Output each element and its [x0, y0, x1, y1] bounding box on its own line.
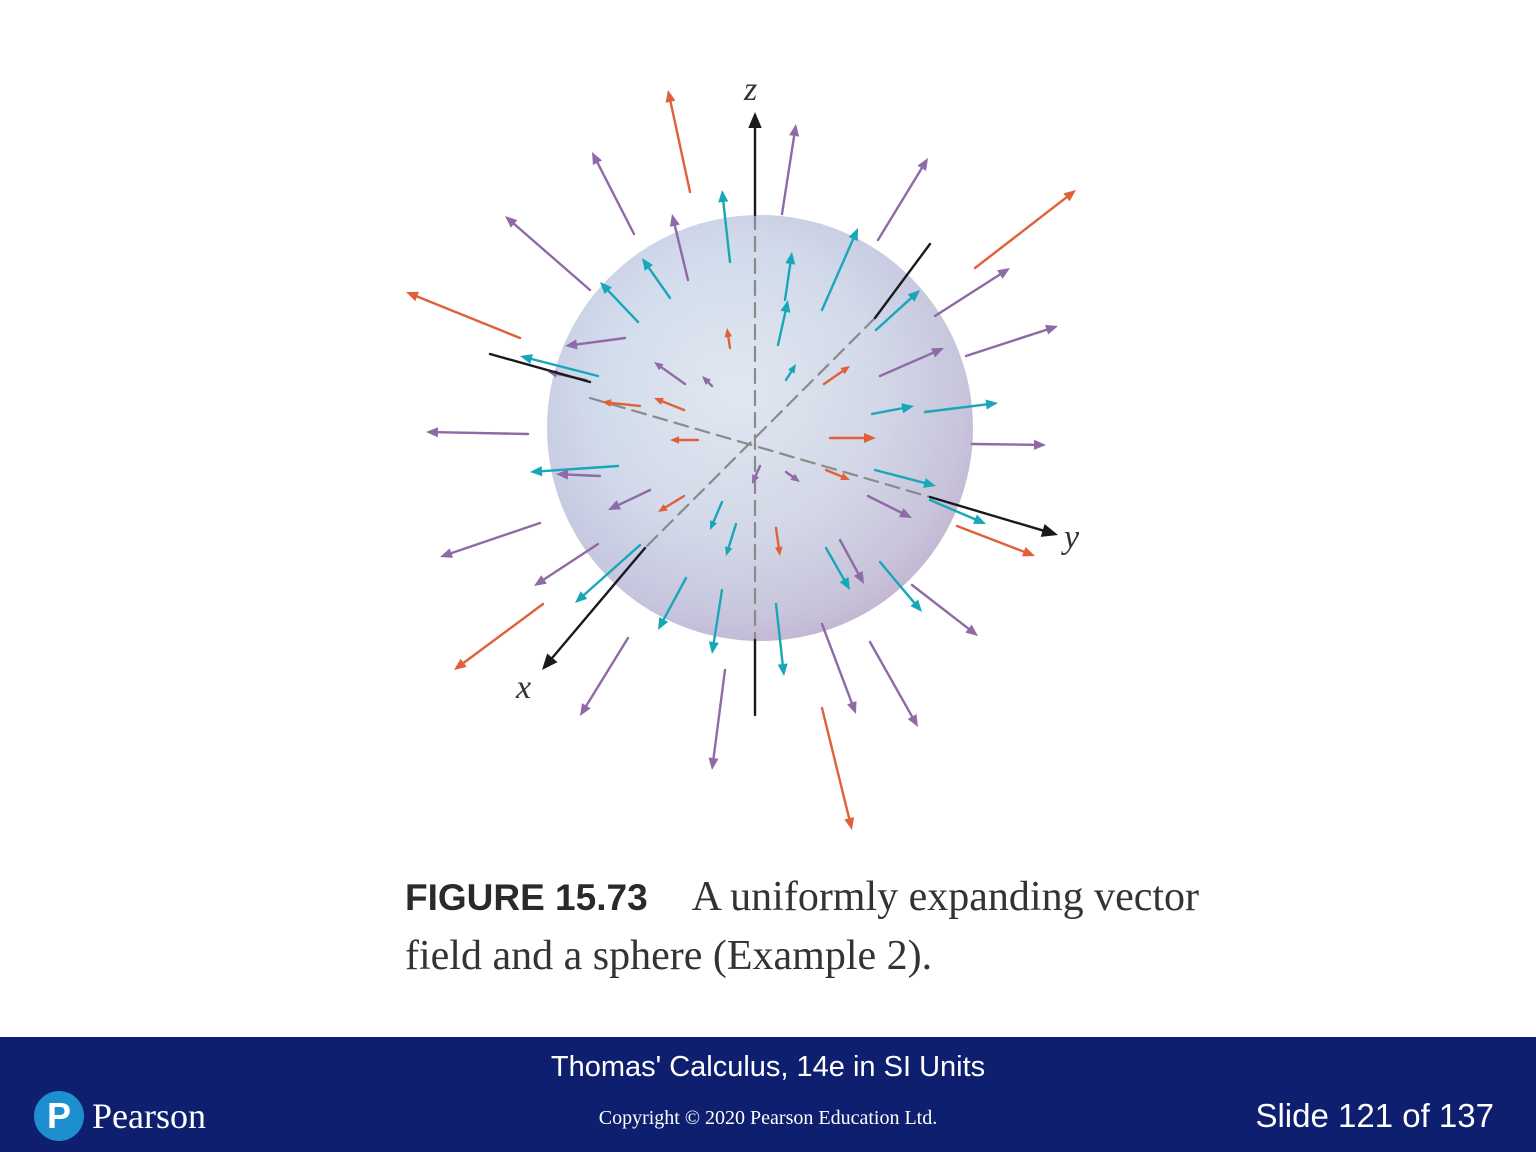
- vector-arrow: [973, 190, 1076, 270]
- vector-arrow: [654, 397, 686, 412]
- vector-arrow: [708, 588, 724, 654]
- x-axis-hidden: [643, 316, 877, 550]
- vector-arrow: [876, 158, 928, 242]
- vector-arrow: [440, 521, 542, 558]
- y-axis-label: y: [1061, 519, 1080, 556]
- vector-arrow: [642, 258, 672, 300]
- vector-arrow: [780, 124, 800, 216]
- vector-arrow: [665, 90, 692, 194]
- vector-arrow: [654, 362, 687, 386]
- footer-bar: Thomas' Calculus, 14e in SI Units Copyri…: [0, 1037, 1536, 1152]
- vector-arrow: [580, 636, 630, 716]
- vector-arrow: [838, 538, 864, 584]
- vector-arrow: [608, 488, 652, 510]
- vector-arrow: [824, 468, 850, 481]
- vector-arrow: [866, 494, 912, 518]
- vector-arrow: [820, 706, 855, 830]
- y-axis-positive: [928, 495, 1058, 537]
- vector-arrow: [426, 427, 530, 438]
- vector-arrow: [658, 494, 686, 512]
- vector-arrow: [575, 543, 642, 603]
- vector-arrow: [820, 622, 857, 714]
- vector-arrow: [454, 602, 545, 670]
- vector-arrow: [783, 252, 796, 302]
- copyright-notice: Copyright © 2020 Pearson Education Ltd.: [598, 1107, 938, 1129]
- vector-arrow: [718, 190, 732, 264]
- vector-arrow: [878, 560, 922, 612]
- vector-arrow: [774, 602, 788, 676]
- vector-arrow: [669, 214, 690, 282]
- vector-arrow: [784, 470, 800, 482]
- sphere-shading: [547, 215, 973, 641]
- vector-arrow: [724, 328, 733, 350]
- vector-arrow: [910, 583, 978, 636]
- vector-arrow: [828, 432, 876, 444]
- vector-arrow: [520, 354, 600, 378]
- y-axis-hidden: [588, 396, 932, 499]
- hidden-axes: [588, 213, 932, 642]
- vector-arrow: [776, 300, 791, 347]
- vector-arrow: [868, 640, 918, 727]
- vector-arrow: [955, 524, 1035, 557]
- figure-caption: FIGURE 15.73 A uniformly expanding vector…: [405, 868, 1205, 986]
- vector-arrow: [822, 366, 850, 386]
- vector-arrow: [670, 436, 700, 444]
- vector-arrow: [820, 228, 858, 312]
- pearson-logo-icon: P: [34, 1091, 84, 1141]
- vector-arrow: [530, 464, 620, 477]
- vector-arrow: [710, 500, 724, 530]
- vector-arrow: [406, 291, 522, 340]
- vector-arrow: [702, 376, 714, 388]
- vector-arrow: [933, 268, 1010, 318]
- vector-arrow: [556, 469, 602, 480]
- vector-arrow: [774, 526, 783, 556]
- vector-arrow: [824, 546, 850, 590]
- vector-arrow: [928, 498, 986, 524]
- book-title: Thomas' Calculus, 14e in SI Units: [550, 1051, 986, 1083]
- vector-arrow: [725, 522, 738, 556]
- y-axis-negative: [488, 352, 592, 384]
- vector-arrow: [752, 464, 762, 484]
- vector-arrow: [970, 439, 1046, 450]
- vector-arrow: [708, 668, 727, 770]
- x-axis-positive: [542, 546, 647, 670]
- vector-arrow: [874, 290, 920, 332]
- pearson-logo: P Pearson: [34, 1091, 206, 1141]
- slide-indicator: Slide 121 of 137: [1255, 1097, 1494, 1134]
- vector-arrow: [658, 576, 688, 630]
- z-axis-label: z: [743, 71, 757, 108]
- figure-caption-text: A uniformly expanding vector field and a…: [405, 874, 1200, 979]
- vector-arrow: [923, 399, 998, 414]
- vector-arrow: [878, 348, 944, 378]
- vector-arrow: [565, 336, 627, 350]
- vector-arrow: [964, 324, 1058, 358]
- vector-arrow: [784, 364, 796, 382]
- pearson-logo-text: Pearson: [92, 1096, 206, 1136]
- vector-arrow: [870, 403, 914, 416]
- z-axis-positive: [748, 112, 762, 217]
- vector-arrow: [534, 542, 600, 586]
- vector-arrow: [602, 399, 642, 408]
- vector-arrow: [505, 216, 592, 292]
- vector-arrow: [873, 468, 936, 488]
- x-axis-label: x: [515, 669, 531, 706]
- vector-arrow: [600, 282, 640, 324]
- vector-field-figure: z y x: [406, 71, 1080, 830]
- figure-label: FIGURE 15.73: [405, 877, 648, 918]
- coordinate-axes: [488, 112, 1058, 717]
- vector-field-arrows: [406, 90, 1076, 830]
- vector-arrow: [592, 152, 636, 236]
- x-axis-negative: [873, 242, 932, 320]
